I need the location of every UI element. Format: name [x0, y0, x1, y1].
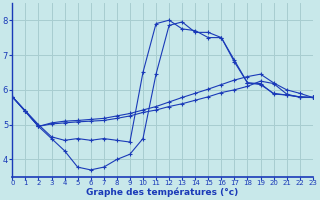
X-axis label: Graphe des températures (°c): Graphe des températures (°c): [86, 188, 239, 197]
